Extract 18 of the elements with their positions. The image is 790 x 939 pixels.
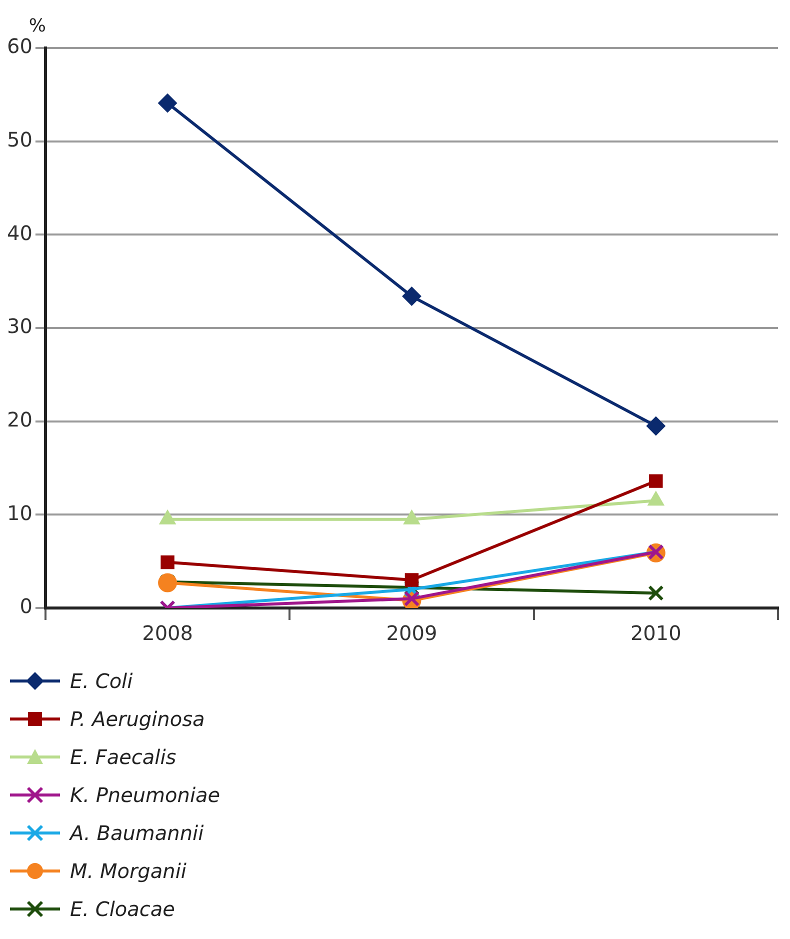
y-tick-label: 50 (6, 128, 32, 152)
x-tick-label: 2010 (630, 621, 682, 646)
legend-label: E. Cloacae (70, 897, 175, 921)
y-tick-label: 20 (6, 408, 32, 432)
legend-label: E. Coli (70, 669, 133, 693)
x-tick-label: 2009 (386, 621, 438, 646)
y-tick-label: 10 (6, 500, 32, 525)
legend-label: A. Baumannii (70, 821, 204, 845)
y-axis-title: % (28, 16, 46, 37)
y-tick-label: 0 (20, 594, 32, 618)
y-tick-label: 30 (6, 314, 32, 338)
legend-label: K. Pneumoniae (70, 783, 220, 807)
y-tick-label: 40 (6, 220, 32, 245)
y-tick-label: 60 (6, 34, 32, 58)
x-tick-label: 2008 (142, 621, 193, 646)
legend-label: M. Morganii (70, 859, 186, 883)
legend-label: E. Faecalis (70, 745, 176, 769)
legend-label: P. Aeruginosa (70, 707, 205, 731)
